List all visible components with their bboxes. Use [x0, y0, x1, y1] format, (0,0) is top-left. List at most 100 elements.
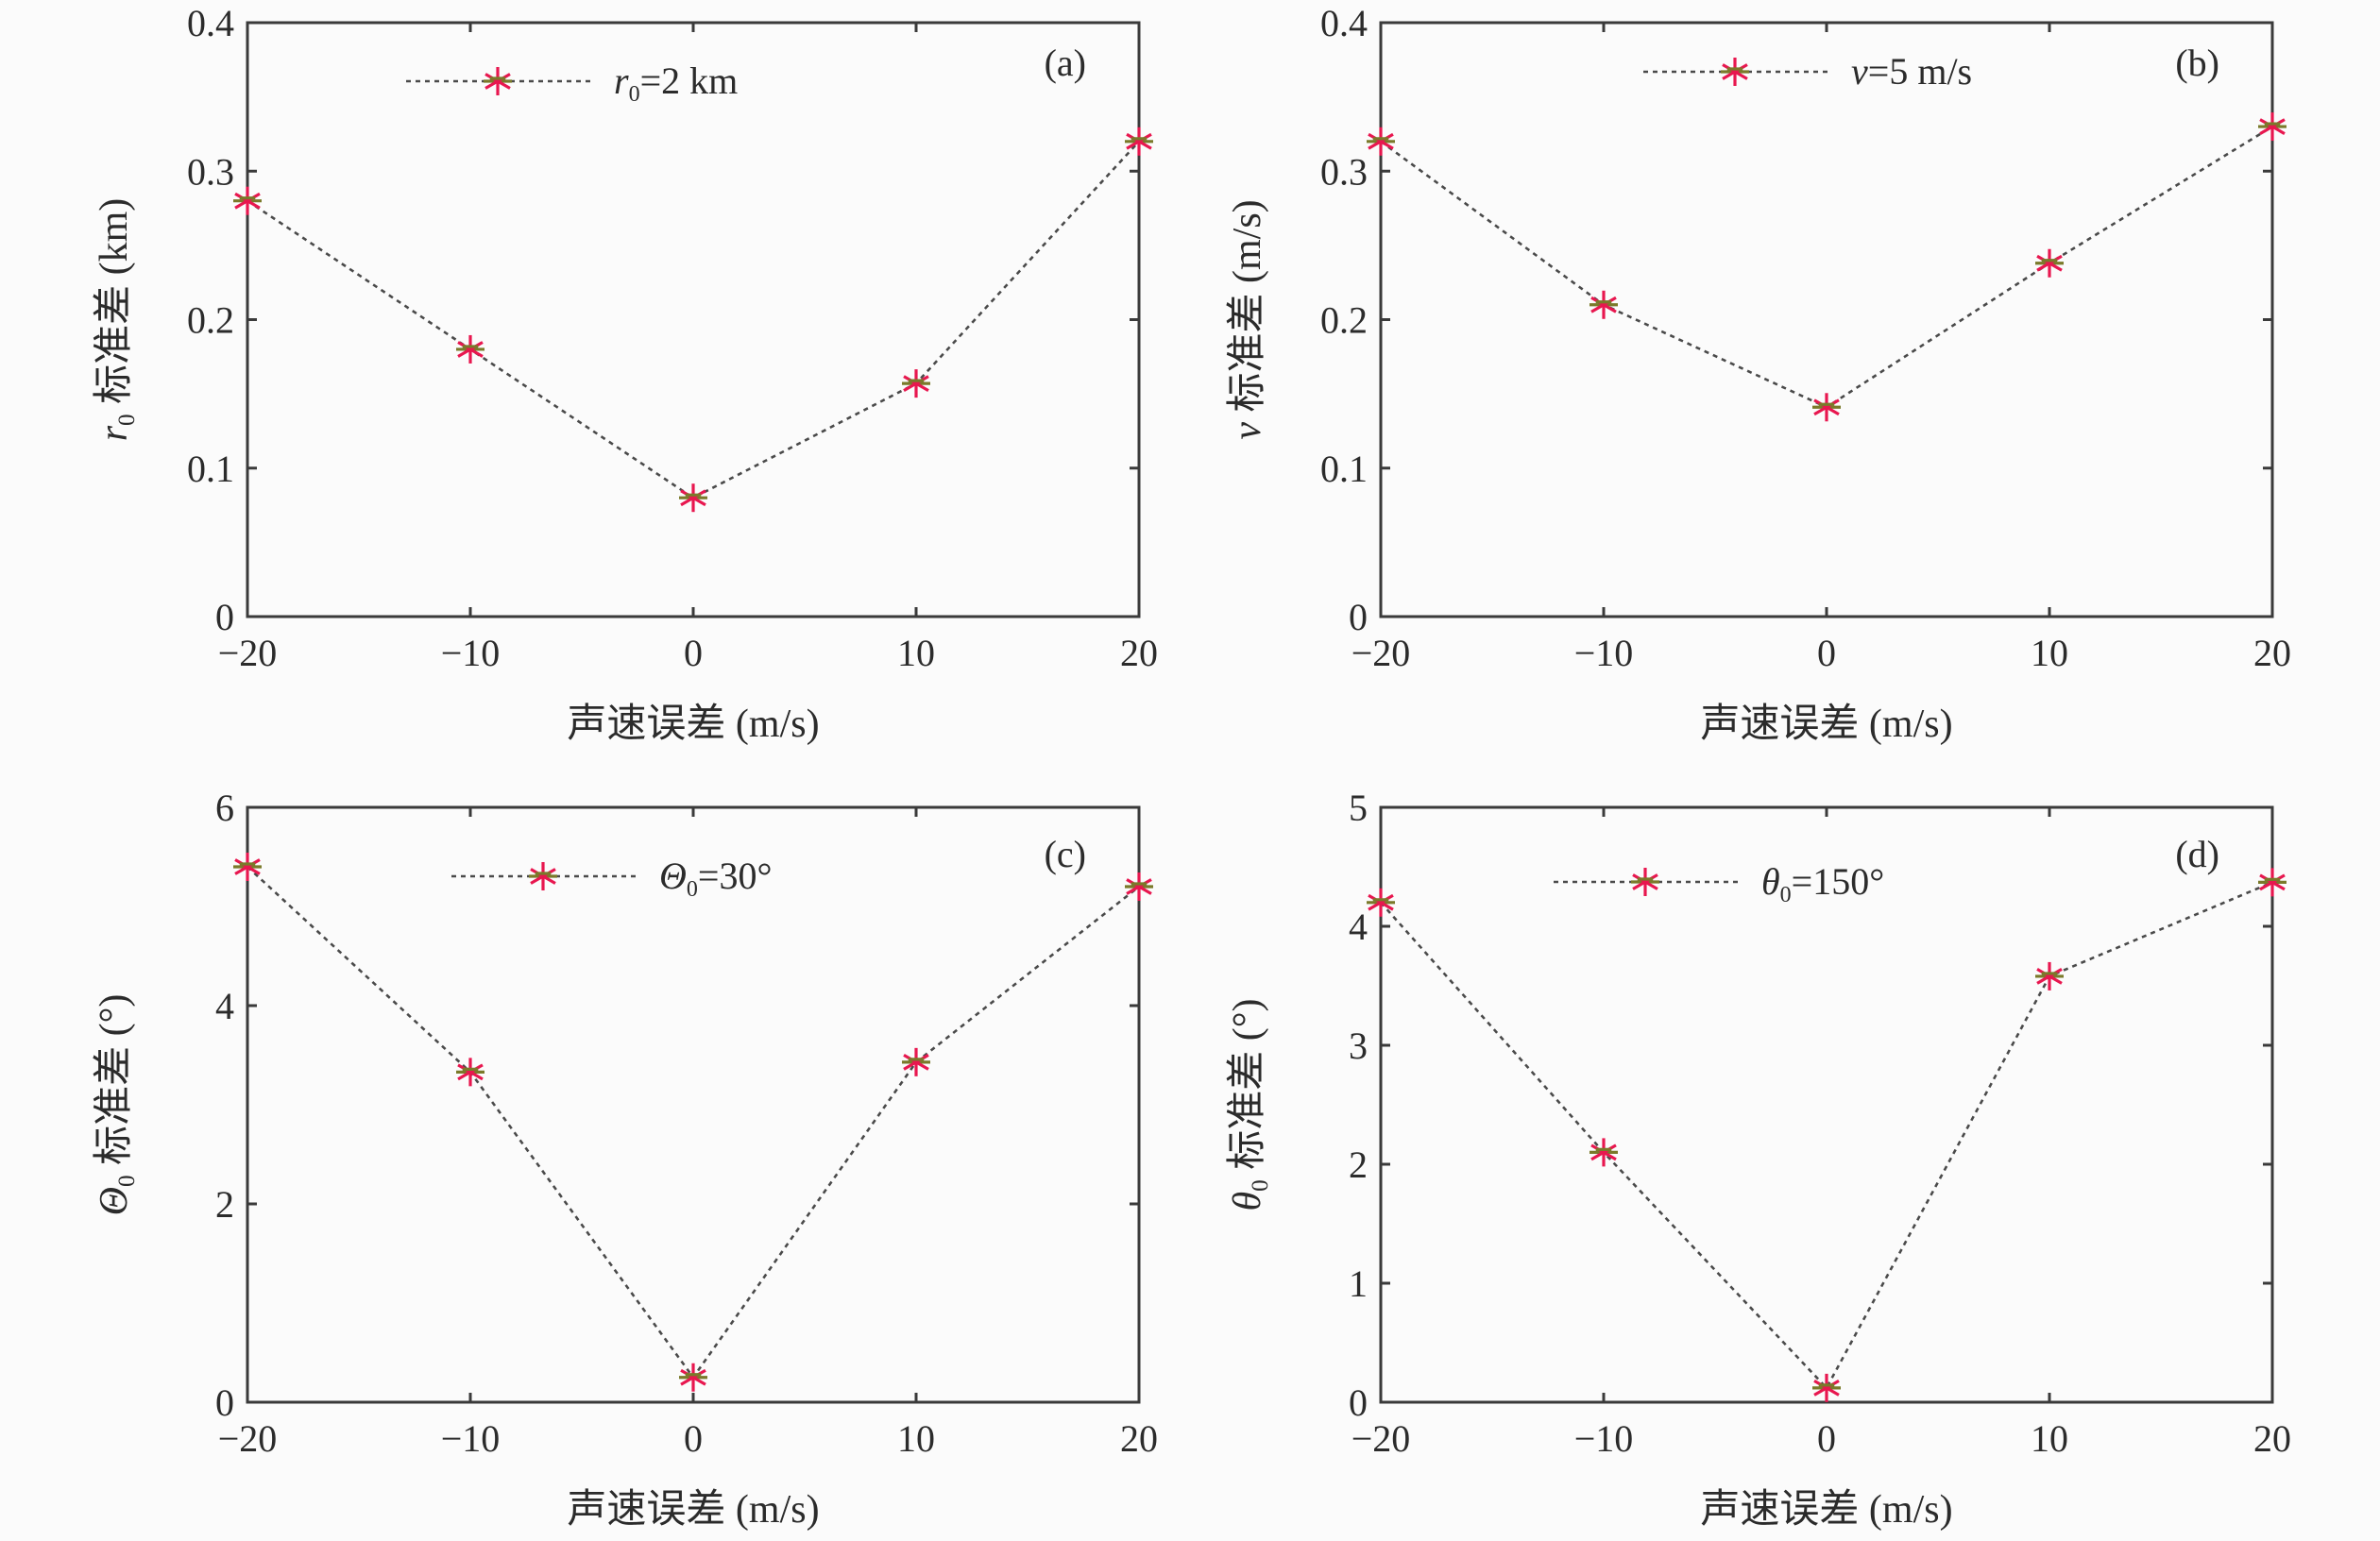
legend-label: v=5 m/s [1851, 50, 1972, 93]
data-point-marker [2258, 868, 2286, 897]
x-axis-label: 声速误差 (m/s) [567, 1488, 819, 1532]
y-axis-label-symbol: r [93, 425, 136, 441]
panel-tag: (d) [2175, 833, 2219, 875]
legend-marker [484, 67, 512, 95]
data-point-marker [456, 334, 484, 364]
y-axis-label-symbol: v [1226, 422, 1269, 440]
data-point-marker [1125, 127, 1153, 156]
x-tick-label: 20 [1120, 632, 1158, 674]
plot-frame [246, 21, 1141, 618]
series-line [246, 140, 1140, 500]
y-tick-label: 0.1 [187, 448, 234, 490]
legend-label: Θ0=30° [659, 855, 772, 902]
data-point-marker [1812, 393, 1841, 422]
legend-label-rest: =30° [698, 855, 773, 897]
legend-marker [529, 862, 557, 890]
y-tick-label: 5 [1349, 787, 1368, 829]
y-axis-label-subscript: 0 [1248, 1179, 1273, 1192]
y-axis-label-subscript: 0 [114, 1175, 140, 1187]
y-tick-label: 6 [215, 787, 234, 829]
y-axis-label-group: θ0 标准差 (°) [1226, 998, 1273, 1211]
data-point-marker [1590, 1138, 1618, 1167]
y-axis-label-rest: 标准差 (m/s) [1226, 199, 1269, 422]
legend: θ0=150° [1554, 860, 1884, 907]
x-tick-label: −20 [1352, 632, 1411, 674]
data-point-marker [1812, 1373, 1841, 1402]
x-axis-label: 声速误差 (m/s) [1700, 703, 1952, 746]
data-point-marker [233, 186, 262, 215]
data-point-marker [2035, 961, 2064, 991]
legend-marker [1631, 868, 1659, 896]
data-point-marker [1125, 872, 1153, 901]
y-axis-label: Θ0 标准差 (°) [93, 994, 140, 1216]
y-axis-label: θ0 标准差 (°) [1226, 998, 1273, 1211]
y-tick-label: 1 [1349, 1262, 1368, 1305]
series-line [246, 866, 1140, 1380]
y-tick-label: 0.4 [1320, 2, 1368, 44]
data-point-marker [1367, 127, 1395, 156]
legend-label-symbol: r [614, 59, 629, 102]
x-tick-label: −10 [1574, 1417, 1634, 1460]
y-axis-label-subscript: 0 [114, 414, 140, 426]
legend-label-rest: =2 km [640, 59, 739, 102]
data-point-marker [1590, 290, 1618, 319]
y-tick-label: 0 [1349, 1381, 1368, 1424]
x-tick-label: −20 [1352, 1417, 1411, 1460]
y-axis-label-rest: 标准差 (°) [93, 994, 136, 1176]
x-axis-label: 声速误差 (m/s) [567, 703, 819, 746]
y-tick-label: 0.4 [187, 2, 234, 44]
x-tick-label: 20 [2253, 632, 2291, 674]
data-point-marker [2035, 248, 2064, 278]
y-tick-label: 2 [215, 1183, 234, 1226]
series-line [1380, 125, 2273, 409]
y-tick-label: 0 [1349, 596, 1368, 638]
y-tick-label: 0 [215, 1381, 234, 1424]
y-axis-label-rest: 标准差 (°) [1226, 998, 1269, 1179]
y-tick-label: 0.3 [187, 150, 234, 193]
x-tick-label: 0 [684, 1417, 703, 1460]
legend-label-symbol: v [1851, 50, 1868, 93]
data-point-marker [2258, 112, 2286, 142]
x-tick-label: −20 [218, 632, 278, 674]
legend-label-rest: =5 m/s [1868, 50, 1972, 93]
x-tick-label: 0 [684, 632, 703, 674]
panel-tag: (b) [2175, 42, 2219, 84]
y-axis-label-rest: 标准差 (km) [93, 198, 136, 415]
x-axis-label: 声速误差 (m/s) [1700, 1488, 1952, 1532]
data-point-marker [679, 1363, 707, 1392]
data-point-marker [679, 483, 707, 513]
data-point-marker [902, 1047, 930, 1076]
y-tick-label: 0.3 [1320, 150, 1368, 193]
data-point-marker [233, 853, 262, 881]
chart-panel-b: −20 −10 0 10 20 0 0.1 0.2 0.3 0.4 声速误差 (m/s) v 标准差 … [1226, 2, 2291, 746]
y-axis-label-group: Θ0 标准差 (°) [93, 994, 140, 1216]
x-tick-label: 10 [897, 1417, 935, 1460]
x-tick-label: 20 [1120, 1417, 1158, 1460]
data-point-marker [1367, 888, 1395, 917]
legend-label-symbol: θ [1761, 860, 1780, 903]
legend-label: θ0=150° [1761, 860, 1884, 907]
legend-label-subscript: 0 [629, 82, 640, 107]
x-tick-label: 10 [897, 632, 935, 674]
x-tick-label: 10 [2031, 1417, 2068, 1460]
y-axis-label-group: v 标准差 (m/s) [1226, 199, 1269, 439]
series-line [1380, 881, 2273, 1391]
y-tick-label: 0.2 [187, 299, 234, 342]
y-axis-label: v 标准差 (m/s) [1226, 199, 1269, 439]
legend: r0=2 km [406, 59, 738, 107]
y-tick-label: 0.1 [1320, 448, 1368, 490]
x-tick-label: 0 [1817, 1417, 1836, 1460]
data-point-marker [456, 1058, 484, 1087]
y-tick-label: 4 [1349, 906, 1368, 948]
legend-label: r0=2 km [614, 59, 738, 107]
legend-label-subscript: 0 [1780, 883, 1792, 907]
legend-label-symbol: Θ [659, 855, 687, 897]
data-point-marker [902, 369, 930, 398]
x-tick-label: 20 [2253, 1417, 2291, 1460]
legend: v=5 m/s [1643, 50, 1972, 93]
x-tick-label: −10 [441, 1417, 501, 1460]
legend-label-rest: =150° [1792, 860, 1885, 903]
y-axis-label-symbol: θ [1226, 1192, 1269, 1211]
